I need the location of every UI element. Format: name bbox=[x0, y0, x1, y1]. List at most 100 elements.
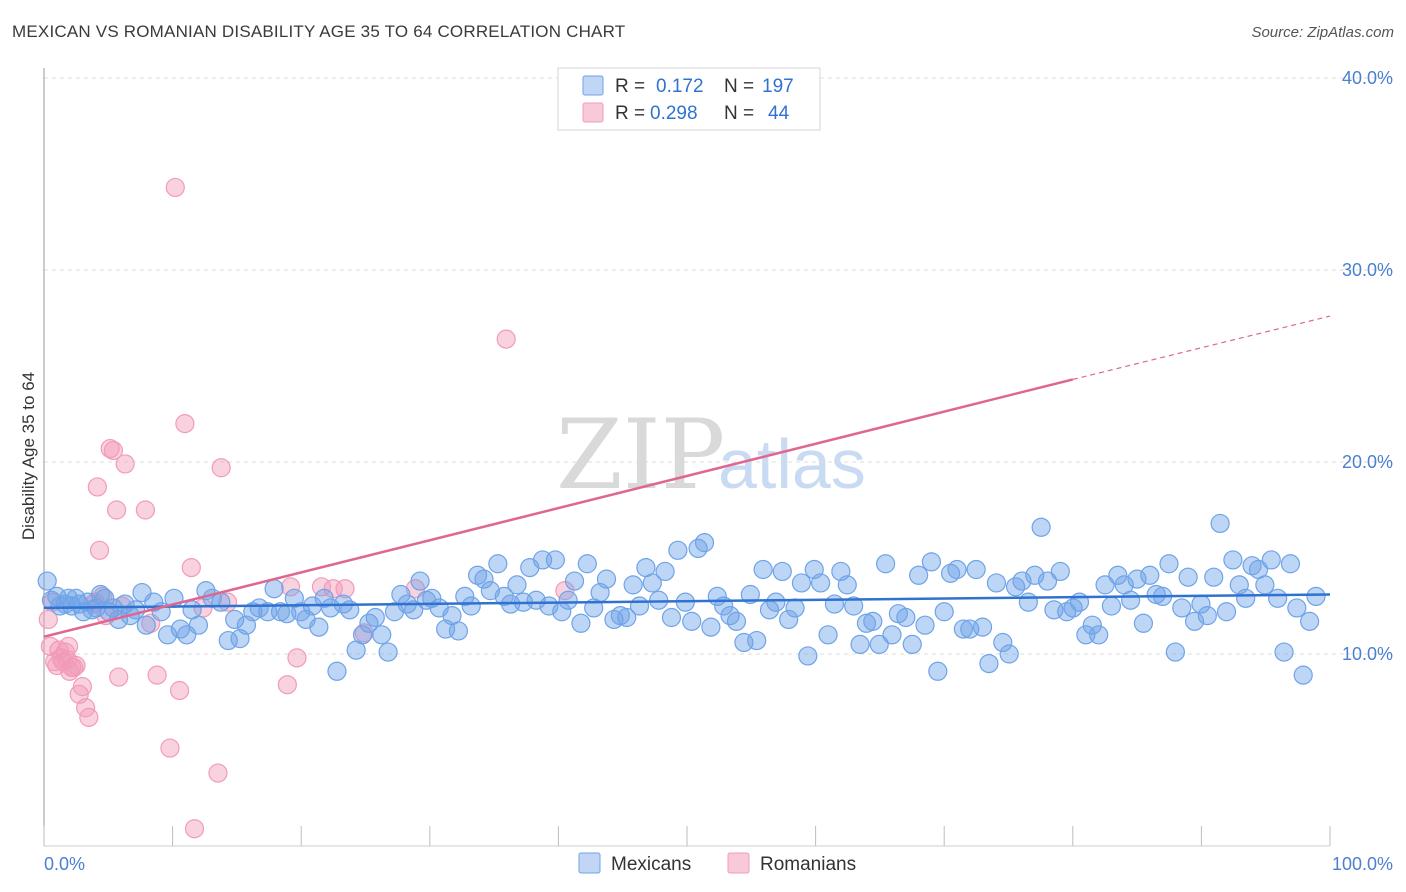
romanian-point bbox=[277, 675, 297, 695]
mexican-point bbox=[818, 625, 838, 645]
y-tick-label: 10.0% bbox=[1342, 644, 1393, 664]
mexican-point bbox=[1197, 605, 1217, 626]
mexican-point bbox=[136, 615, 156, 635]
mexican-point bbox=[668, 540, 688, 560]
mexican-point bbox=[211, 592, 231, 612]
mexican-point bbox=[921, 552, 942, 572]
romanian-point bbox=[89, 540, 110, 560]
mexican-point bbox=[115, 594, 135, 614]
mexican-point bbox=[798, 646, 818, 666]
mexican-point bbox=[1082, 615, 1102, 635]
mexican-point bbox=[1293, 665, 1313, 685]
mexican-point bbox=[1018, 592, 1038, 612]
romanians-trend-line bbox=[43, 378, 1074, 638]
romanians-r-value: 0.298 bbox=[650, 103, 698, 124]
mexican-point bbox=[934, 602, 954, 622]
mexican-point bbox=[844, 596, 864, 616]
mexican-point bbox=[1031, 517, 1051, 537]
x-tick-label-max: 100.0% bbox=[1332, 854, 1393, 874]
mexican-point bbox=[474, 569, 494, 589]
trend-lines bbox=[43, 315, 1331, 638]
romanian-point bbox=[87, 477, 107, 497]
mexican-point bbox=[1178, 567, 1198, 587]
mexican-point bbox=[1204, 567, 1224, 587]
mexican-point bbox=[629, 596, 650, 616]
romanian-point bbox=[280, 577, 301, 597]
y-tick-labels: 10.0% 20.0% 30.0% 40.0% bbox=[1342, 68, 1393, 664]
mexican-point bbox=[1025, 565, 1045, 585]
mexican-point bbox=[979, 653, 999, 674]
mexican-point bbox=[320, 598, 341, 618]
romanian-point bbox=[181, 557, 201, 578]
mexican-point bbox=[352, 625, 373, 645]
stats-legend: R = 0.172 N = 197 R = 0.298 N = 44 bbox=[557, 67, 821, 131]
romanian-point bbox=[160, 738, 180, 758]
mexican-point bbox=[876, 554, 896, 574]
source-credit: Source: ZipAtlas.com bbox=[1251, 24, 1394, 41]
romanians-n-label: N = bbox=[724, 103, 754, 124]
mexican-point bbox=[1306, 586, 1326, 607]
mexican-point bbox=[863, 611, 883, 631]
mexican-point bbox=[1127, 569, 1147, 589]
mexican-point bbox=[507, 575, 527, 595]
mexicans-swatch bbox=[582, 75, 604, 96]
x-ticks bbox=[43, 826, 1331, 846]
legend-romanians-swatch bbox=[727, 852, 750, 874]
mexican-point bbox=[596, 569, 617, 589]
mexican-point bbox=[461, 596, 481, 616]
mexican-point bbox=[701, 617, 721, 637]
mexicans-n-label: N = bbox=[724, 76, 754, 97]
mexican-point bbox=[661, 607, 682, 628]
mexican-point bbox=[545, 550, 565, 570]
mexican-point bbox=[993, 632, 1013, 653]
mexicans-r-label: R = bbox=[615, 76, 645, 97]
series-mexicans-points bbox=[37, 513, 1326, 685]
mexican-point bbox=[999, 644, 1019, 664]
mexican-point bbox=[791, 573, 812, 593]
mexicans-r-value: 0.172 bbox=[656, 76, 704, 97]
mexican-point bbox=[1300, 611, 1320, 631]
mexican-point bbox=[365, 607, 385, 628]
mexican-point bbox=[850, 634, 870, 655]
mexican-point bbox=[1133, 613, 1154, 633]
mexican-point bbox=[882, 625, 902, 645]
mexican-point bbox=[526, 590, 546, 610]
mexican-point bbox=[1280, 554, 1301, 574]
mexican-point bbox=[869, 634, 889, 655]
mexican-point bbox=[225, 609, 245, 630]
mexican-point bbox=[1268, 588, 1288, 608]
mexican-point bbox=[740, 584, 760, 605]
romanian-point bbox=[100, 438, 120, 459]
mexican-point bbox=[1261, 550, 1281, 570]
mexican-point bbox=[309, 617, 329, 637]
mexican-point bbox=[264, 579, 284, 599]
legend-romanians-label: Romanians bbox=[760, 854, 856, 875]
mexican-point bbox=[1172, 598, 1192, 618]
mexican-point bbox=[972, 617, 993, 637]
mexican-point bbox=[928, 661, 948, 681]
romanian-point bbox=[211, 458, 231, 478]
romanian-point bbox=[165, 177, 185, 198]
mexican-point bbox=[1121, 590, 1141, 610]
gridlines bbox=[44, 77, 1393, 655]
romanian-point bbox=[103, 440, 123, 461]
mexican-point bbox=[1184, 611, 1205, 631]
legend-mexicans-label: Mexicans bbox=[611, 854, 691, 875]
y-tick-label: 40.0% bbox=[1342, 68, 1393, 88]
romanians-trend-extension bbox=[1072, 315, 1331, 381]
romanian-point bbox=[208, 763, 228, 783]
mexican-point bbox=[37, 571, 57, 591]
mexican-point bbox=[966, 559, 986, 580]
watermark-zip: ZIP bbox=[556, 399, 725, 511]
mexican-point bbox=[953, 619, 973, 639]
mexican-point bbox=[577, 554, 597, 574]
romanian-point bbox=[287, 648, 307, 668]
romanian-point bbox=[335, 579, 355, 599]
mexican-point bbox=[558, 590, 578, 610]
mexican-point bbox=[837, 575, 857, 595]
romanian-point bbox=[58, 636, 79, 656]
mexican-point bbox=[1165, 642, 1185, 662]
watermark: ZIP atlas bbox=[556, 399, 866, 511]
mexican-point bbox=[494, 586, 514, 607]
